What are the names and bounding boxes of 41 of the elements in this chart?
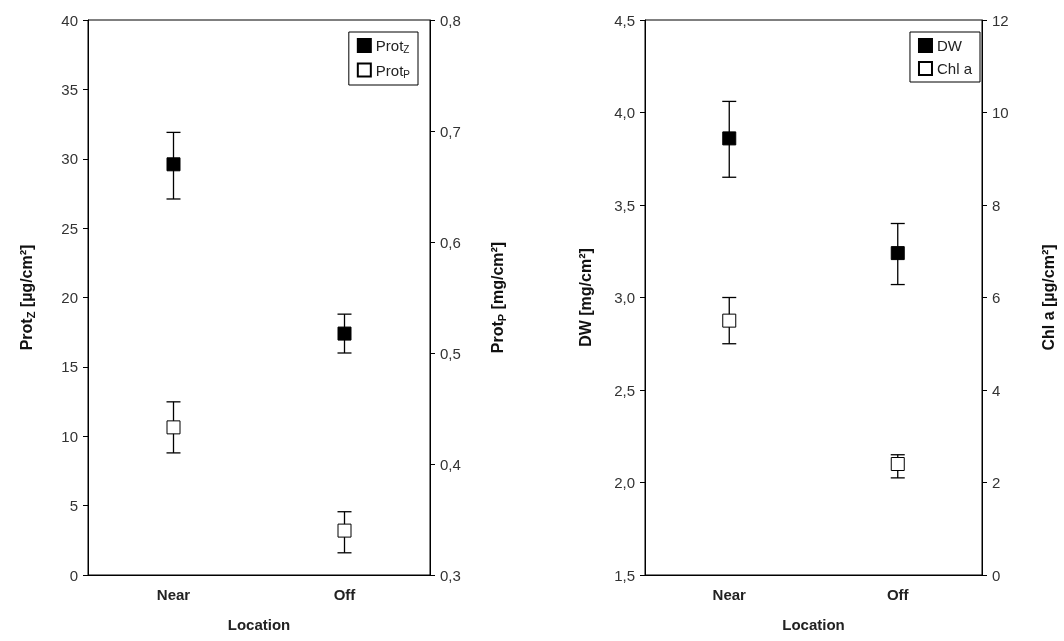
y-tick-label: 1,5 [614, 566, 635, 584]
y2-axis-title: Chl a [µg/cm²] [1039, 244, 1057, 351]
y-tick-label: 25 [61, 219, 78, 237]
x-tick-label: Near [712, 586, 747, 603]
y-tick-label: 2,5 [614, 381, 635, 399]
y-tick-label: 20 [61, 289, 78, 306]
y-tick-label: 3,0 [614, 289, 635, 306]
y-tick-label: 3,5 [614, 196, 635, 214]
y2-tick-label: 0,5 [440, 344, 461, 362]
x-axis-title: Location [227, 616, 291, 633]
y-tick-label: 30 [61, 150, 78, 168]
y2-tick-label: 0,7 [440, 122, 461, 140]
y2-tick-label: 0,6 [440, 233, 461, 251]
y2-tick-label: 0,3 [440, 566, 461, 584]
y-tick-label: 2,0 [614, 474, 635, 491]
y-axis-title: DW [mg/cm²] [576, 248, 594, 347]
legend-label: DW [936, 37, 963, 54]
y-tick-label: 5 [69, 497, 78, 515]
y-tick-label: 0 [69, 566, 78, 584]
y2-axis-title: ProtP [mg/cm²] [489, 241, 508, 354]
y2-tick-label: 10 [992, 104, 1009, 121]
x-tick-label: Off [333, 586, 357, 603]
y2-tick-label: 0,4 [440, 455, 461, 473]
y2-tick-label: 8 [992, 196, 1001, 214]
y-tick-label: 10 [61, 427, 78, 445]
y2-tick-label: 4 [992, 381, 1001, 399]
x-axis-title: Location [782, 616, 845, 633]
x-tick-label: Off [886, 586, 910, 603]
y2-tick-label: 0 [992, 566, 1001, 584]
y-tick-label: 4,0 [614, 104, 635, 121]
y2-tick-label: 12 [992, 11, 1009, 29]
y-tick-label: 40 [61, 11, 78, 29]
y2-tick-label: 0,8 [440, 11, 461, 29]
x-tick-label: Near [156, 586, 191, 603]
y-tick-label: 4,5 [614, 11, 635, 29]
legend-label: Chl a [936, 60, 973, 77]
y2-tick-label: 6 [992, 289, 1001, 306]
y-tick-label: 35 [61, 80, 78, 98]
y2-tick-label: 2 [992, 474, 1001, 491]
y-axis-title: ProtZ [µg/cm²] [18, 244, 37, 351]
y-tick-label: 15 [61, 358, 78, 376]
